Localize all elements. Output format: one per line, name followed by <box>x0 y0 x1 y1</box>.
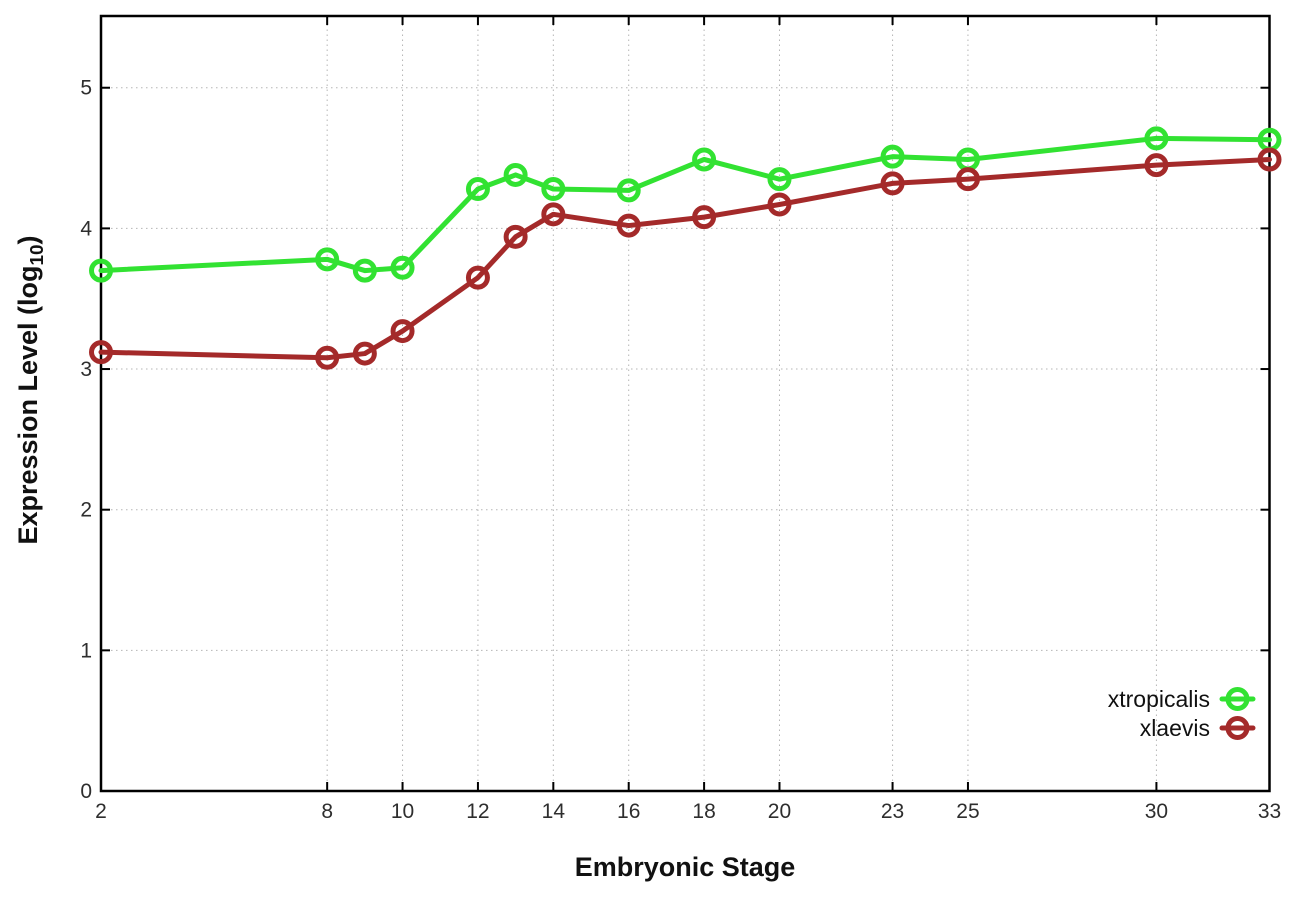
data-point-xlaevis-stage-14 <box>541 202 566 227</box>
data-point-xlaevis-stage-8 <box>315 345 340 370</box>
y-tick-label-1: 1 <box>80 639 92 662</box>
y-tick-label-4: 4 <box>80 217 92 240</box>
legend-entry-xlaevis: xlaevis <box>1140 715 1256 741</box>
x-tick-label-18: 18 <box>692 800 715 823</box>
x-tick-label-30: 30 <box>1145 800 1168 823</box>
y-axis-title-suffix: ) <box>12 235 43 245</box>
data-point-xtropicalis-stage-10 <box>390 255 415 280</box>
series-line-xlaevis <box>98 156 1272 361</box>
data-point-xlaevis-stage-12 <box>465 265 490 290</box>
x-tick-label-12: 12 <box>466 800 489 823</box>
data-point-xtropicalis-stage-18 <box>692 147 717 172</box>
y-tick-label-0: 0 <box>80 780 92 803</box>
legend-sample-marker-xlaevis <box>1225 716 1250 740</box>
legend-entry-xtropicalis: xtropicalis <box>1108 686 1256 712</box>
x-tick-label-8: 8 <box>321 800 333 823</box>
data-point-xtropicalis-stage-14 <box>541 177 566 202</box>
plot-border <box>99 14 1271 793</box>
data-point-xlaevis-stage-30 <box>1144 153 1169 178</box>
data-point-xtropicalis-stage-2 <box>89 258 113 283</box>
x-tick-label-10: 10 <box>391 800 414 823</box>
x-tick-label-14: 14 <box>542 800 566 823</box>
data-point-xtropicalis-stage-12 <box>465 177 490 202</box>
data-point-xlaevis-stage-23 <box>880 171 905 196</box>
x-axis-title: Embryonic Stage <box>574 852 796 882</box>
x-tick-label-33: 33 <box>1258 800 1281 823</box>
data-point-xtropicalis-stage-30 <box>1144 126 1169 151</box>
legend-label-xlaevis: xlaevis <box>1140 715 1210 741</box>
series-line-xtropicalis <box>98 135 1272 274</box>
data-point-xtropicalis-stage-13 <box>503 162 528 187</box>
data-point-xlaevis-stage-25 <box>955 167 980 192</box>
x-tick-label-2: 2 <box>95 800 107 823</box>
x-tick-label-20: 20 <box>768 800 791 823</box>
data-point-xtropicalis-stage-23 <box>880 144 905 169</box>
data-point-xlaevis-stage-33 <box>1257 147 1282 172</box>
data-point-xtropicalis-stage-8 <box>315 247 340 272</box>
y-tick-label-3: 3 <box>80 358 92 381</box>
y-tick-label-2: 2 <box>80 499 92 522</box>
data-point-xlaevis-stage-16 <box>616 213 641 238</box>
x-tick-label-16: 16 <box>617 800 640 823</box>
x-tick-label-25: 25 <box>956 800 979 823</box>
data-point-xlaevis-stage-20 <box>767 192 792 217</box>
data-point-xlaevis-stage-9 <box>352 341 377 366</box>
y-axis-title: Expression Level (log10) <box>13 235 49 544</box>
data-point-xlaevis-stage-13 <box>503 224 528 249</box>
data-point-xtropicalis-stage-16 <box>616 178 641 203</box>
y-axis-title-prefix: Expression Level (log <box>12 265 43 545</box>
data-point-xlaevis-stage-2 <box>89 340 113 365</box>
data-point-xlaevis-stage-18 <box>692 205 717 230</box>
x-tick-label-23: 23 <box>881 800 904 823</box>
data-point-xtropicalis-stage-9 <box>352 258 377 283</box>
y-tick-label-5: 5 <box>80 77 92 100</box>
y-axis-title-subscript: 10 <box>27 244 49 266</box>
legend-sample-marker-xtropicalis <box>1225 687 1250 711</box>
legend-label-xtropicalis: xtropicalis <box>1108 686 1210 712</box>
data-point-xtropicalis-stage-20 <box>767 167 792 192</box>
data-point-xlaevis-stage-10 <box>390 319 415 344</box>
